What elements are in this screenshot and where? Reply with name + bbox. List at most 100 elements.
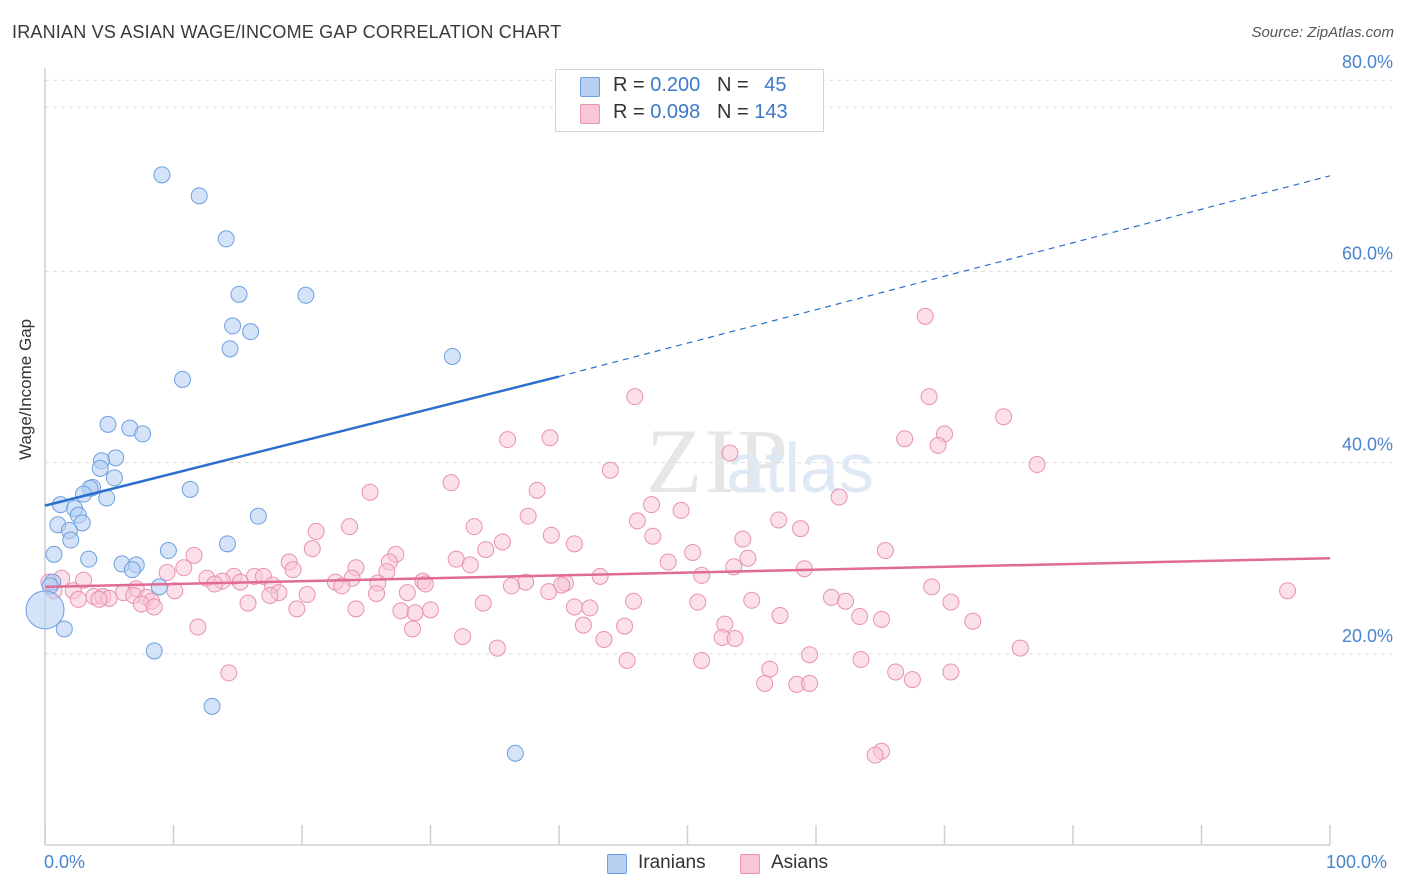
legend-r-label: R =: [613, 101, 651, 123]
asians-point: [822, 588, 840, 606]
asians-point: [398, 584, 416, 602]
asians-point: [1028, 456, 1046, 474]
asians-point: [422, 601, 439, 619]
legend-n-label: N =: [716, 101, 755, 123]
asians-point: [896, 430, 914, 448]
asians-point: [341, 518, 359, 536]
asians-point: [693, 566, 711, 584]
iranians-point: [218, 535, 236, 553]
iranians-point: [224, 317, 242, 335]
asians-point: [643, 496, 661, 514]
asians-point: [761, 660, 779, 678]
watermark: ZIP: [646, 410, 790, 512]
asians-point: [1011, 639, 1029, 657]
asians-point: [488, 639, 506, 657]
iranians-swatch: [580, 77, 600, 97]
asians-point: [477, 541, 495, 559]
chart-title: IRANIAN VS ASIAN WAGE/INCOME GAP CORRELA…: [12, 22, 562, 42]
asians-point: [995, 408, 1013, 426]
legend-n-value: 45: [764, 74, 787, 96]
iranians-point: [99, 415, 117, 433]
iranians-swatch: [607, 854, 627, 874]
iranians-point: [105, 469, 123, 487]
asians-point: [734, 530, 752, 548]
iranians-points: [25, 166, 524, 762]
iranians-point: [217, 230, 235, 248]
bottom-legend-label: Asians: [771, 852, 829, 873]
iranians-point: [249, 507, 267, 525]
asians-point: [493, 533, 511, 551]
asians-point: [591, 567, 609, 585]
asians-point: [528, 481, 546, 499]
legend-r-value: 0.200: [650, 74, 701, 96]
iranians-point: [242, 323, 260, 341]
iranians-point: [25, 590, 65, 630]
iranians-point: [150, 578, 168, 596]
asians-point: [852, 651, 870, 669]
asians-point: [942, 593, 960, 611]
y-tick-label: 80.0%: [1342, 52, 1393, 72]
asians-point: [541, 429, 559, 447]
asians-point: [189, 618, 207, 636]
iranians-point: [123, 561, 141, 579]
asians-point: [689, 593, 707, 611]
axes: [44, 68, 1331, 846]
asians-point: [876, 542, 894, 560]
x-tick-min: 0.0%: [44, 852, 86, 872]
iranians-point: [173, 370, 191, 388]
iranians-point: [134, 425, 152, 443]
asians-point: [454, 628, 472, 646]
asians-point: [618, 651, 636, 669]
legend: R = 0.200 N = 45 R = 0.098 N = 143: [555, 69, 824, 132]
asians-point: [185, 546, 203, 564]
asians-point: [447, 550, 465, 568]
asians-point: [307, 522, 325, 540]
asians-point: [75, 571, 93, 589]
legend-n-label: N =: [716, 74, 755, 96]
iranians-point: [443, 347, 461, 365]
asians-point: [916, 307, 934, 325]
asians-point: [942, 663, 960, 681]
y-tick-label: 40.0%: [1342, 435, 1393, 455]
y-axis-label: Wage/Income Gap: [16, 318, 35, 460]
asians-point: [574, 616, 592, 634]
asians-point: [540, 583, 558, 601]
asians-point: [581, 599, 599, 617]
iranians-point: [159, 542, 177, 560]
bottom-legend-label: Iranians: [638, 852, 706, 873]
asians-point: [743, 591, 761, 609]
asians-point: [903, 671, 921, 689]
asians-swatch: [740, 854, 760, 874]
iranians-point: [230, 285, 248, 303]
asians-point: [801, 646, 819, 664]
asians-point: [616, 617, 634, 635]
asians-trend-line: [44, 556, 1331, 589]
asians-point: [303, 540, 321, 558]
asians-point: [90, 590, 108, 608]
asians-point: [406, 604, 424, 622]
asians-point: [964, 612, 982, 630]
asians-point: [145, 598, 163, 616]
iranians-trend-extension: [558, 175, 1331, 378]
asians-point: [929, 436, 947, 454]
asians-point: [392, 602, 410, 620]
asians-point: [442, 474, 460, 492]
asians-point: [502, 577, 520, 595]
asians-point: [1279, 582, 1297, 600]
iranians-trend-line: [44, 375, 560, 507]
asians-point: [465, 518, 483, 536]
gridlines: [45, 79, 1392, 655]
iranians-point: [190, 187, 208, 205]
asians-point: [361, 483, 379, 501]
asians-point: [333, 577, 351, 595]
iranians-point: [221, 340, 239, 358]
iranians-point: [62, 531, 80, 549]
iranians-point: [107, 449, 125, 467]
asians-point: [770, 511, 788, 529]
asians-point: [416, 575, 434, 593]
asians-point: [851, 608, 869, 626]
asians-point: [565, 535, 583, 553]
asians-point: [837, 592, 855, 610]
asians-swatch: [580, 104, 600, 124]
